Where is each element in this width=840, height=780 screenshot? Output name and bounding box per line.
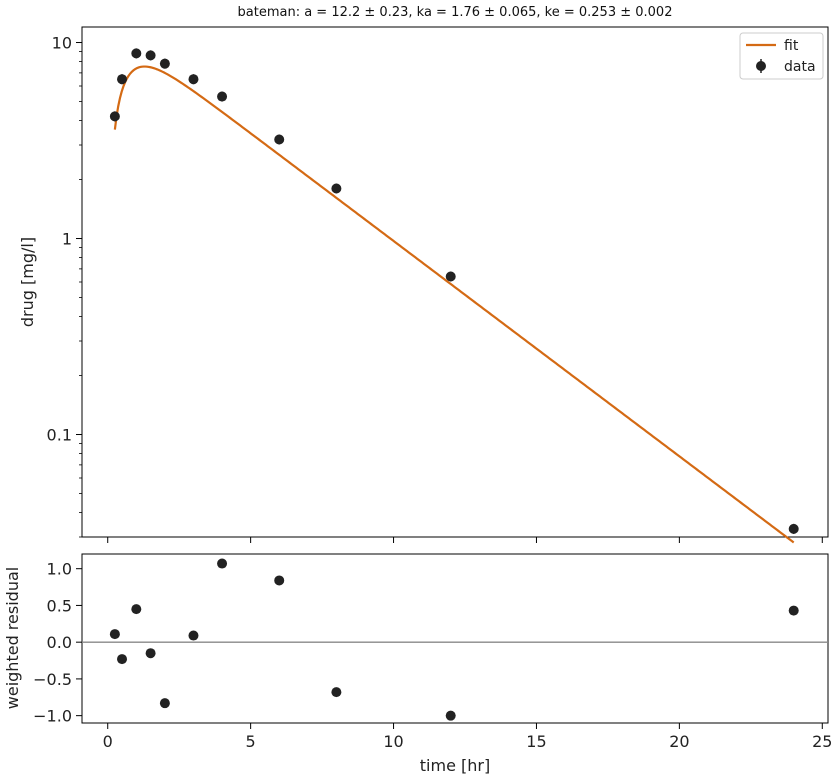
data-points [109, 48, 799, 534]
residual-point [159, 698, 170, 709]
concentration-y-axis-label: drug [mg/l] [18, 237, 37, 327]
residual-point [217, 558, 228, 569]
y-tick-label: 0.1 [47, 426, 72, 445]
residual-y-tick-label: 0.5 [47, 596, 72, 615]
x-tick-label: 10 [383, 732, 403, 751]
residual-y-tick-label: 0.0 [47, 633, 72, 652]
residual-y-axis: −1.0 −0.5 0.0 0.5 1.0 [33, 560, 82, 726]
concentration-y-axis: 0.1 1 10 [47, 34, 82, 538]
y-tick-label: 10 [52, 34, 72, 53]
legend: fit data [739, 32, 824, 80]
residual-point [117, 654, 128, 665]
residual-point [131, 604, 142, 615]
x-tick-label: 15 [526, 732, 546, 751]
data-point [274, 134, 285, 145]
y-tick-label: 1 [62, 230, 72, 249]
concentration-plot-frame [81, 26, 829, 538]
residual-points [109, 558, 799, 721]
residual-y-tick-label: −0.5 [33, 670, 72, 689]
x-tick-label: 0 [103, 732, 113, 751]
residual-y-tick-label: −1.0 [33, 707, 72, 726]
data-point [188, 74, 199, 85]
x-tick-label: 20 [669, 732, 689, 751]
residual-point [188, 630, 199, 641]
data-point [117, 74, 128, 85]
residual-plot-frame [81, 553, 829, 724]
data-point [217, 91, 228, 102]
residual-y-axis-label: weighted residual [3, 567, 22, 709]
residual-y-tick-label: 1.0 [47, 560, 72, 579]
residual-point [274, 575, 285, 586]
data-point [109, 111, 120, 122]
data-point [331, 183, 342, 194]
residual-point [331, 687, 342, 698]
residual-point [145, 648, 156, 659]
concentration-x-axis [107, 537, 823, 543]
x-tick-label: 25 [812, 732, 832, 751]
data-point [145, 50, 156, 61]
residual-point [445, 710, 456, 721]
time-x-axis-label: time [hr] [420, 756, 490, 775]
chart-title: bateman: a = 12.2 ± 0.23, ka = 1.76 ± 0.… [238, 5, 673, 20]
residual-panel: −1.0 −0.5 0.0 0.5 1.0 0 5 10 15 20 25 weighted re… [3, 553, 832, 775]
data-point [159, 58, 170, 69]
legend-data-marker [756, 61, 766, 71]
data-point [131, 48, 142, 59]
concentration-panel: 0.1 1 10 drug [mg/l] fit data [18, 26, 829, 544]
residual-point [788, 605, 799, 616]
fit-curve [113, 65, 795, 544]
data-point [445, 271, 456, 282]
data-point [788, 523, 799, 534]
residual-point [109, 629, 120, 640]
legend-data-label: data [784, 59, 816, 75]
x-tick-label: 5 [246, 732, 256, 751]
legend-fit-label: fit [784, 38, 799, 54]
residual-x-axis: 0 5 10 15 20 25 [103, 723, 832, 751]
